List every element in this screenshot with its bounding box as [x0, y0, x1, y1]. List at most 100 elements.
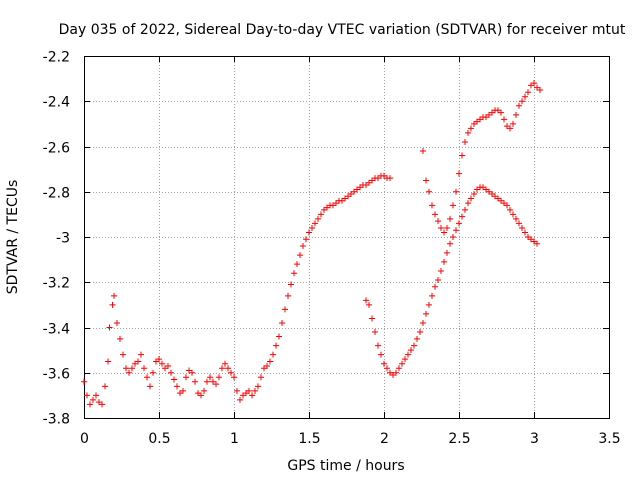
- data-point-track-1: [141, 365, 147, 372]
- data-point-track-3: [447, 215, 453, 222]
- data-point-track-3: [513, 111, 519, 118]
- data-point-track-1: [156, 356, 162, 363]
- data-point-track-2: [414, 335, 420, 342]
- data-point-track-1: [279, 319, 285, 326]
- data-point-track-1: [276, 333, 282, 340]
- data-point-track-1: [267, 358, 273, 365]
- data-point-track-1: [288, 281, 294, 288]
- data-point-track-2: [393, 369, 399, 376]
- data-point-track-1: [297, 252, 303, 259]
- data-point-track-2: [408, 347, 414, 354]
- data-point-track-3: [531, 80, 537, 87]
- data-point-track-1: [111, 292, 117, 299]
- data-point-track-1: [105, 358, 111, 365]
- data-point-track-1: [159, 360, 165, 367]
- data-point-track-3: [462, 138, 468, 145]
- y-tick-label: -3.6: [43, 367, 70, 383]
- data-point-track-2: [438, 267, 444, 274]
- data-point-track-1: [84, 392, 90, 399]
- data-point-track-2: [423, 310, 429, 317]
- data-point-track-1: [285, 292, 291, 299]
- data-point-track-3: [537, 86, 543, 93]
- data-point-track-1: [150, 369, 156, 376]
- data-point-track-3: [426, 188, 432, 195]
- data-point-track-2: [456, 220, 462, 227]
- x-tick-label: 1.5: [298, 431, 320, 447]
- data-point-track-1: [201, 387, 207, 394]
- data-point-track-2: [435, 276, 441, 283]
- data-point-track-1: [258, 374, 264, 381]
- x-tick-label: 3: [530, 431, 539, 447]
- data-point-track-2: [417, 329, 423, 336]
- data-point-track-1: [114, 319, 120, 326]
- data-point-track-2: [513, 215, 519, 222]
- x-tick-label: 0: [80, 431, 89, 447]
- data-point-track-1: [204, 378, 210, 385]
- y-tick-label: -2.8: [43, 186, 70, 202]
- axis-ticks: 0 0.5 1 1.5 2 2.5 3 3.5 -3.8 -3.6 -3.4 -3.2 -3 -2.8 -2…: [43, 50, 621, 448]
- data-point-track-3: [420, 148, 426, 155]
- data-point-track-3: [450, 202, 456, 209]
- data-point-track-2: [375, 342, 381, 349]
- data-point-track-1: [282, 306, 288, 313]
- data-point-track-2: [453, 227, 459, 234]
- data-point-track-2: [426, 301, 432, 308]
- data-point-track-3: [432, 211, 438, 218]
- data-point-track-1: [249, 392, 255, 399]
- x-tick-label: 2.5: [448, 431, 470, 447]
- data-point-track-1: [93, 392, 99, 399]
- data-point-track-1: [87, 401, 93, 408]
- data-point-track-2: [504, 202, 510, 209]
- data-point-track-1: [126, 369, 132, 376]
- data-point-track-3: [459, 152, 465, 159]
- data-point-track-2: [507, 206, 513, 213]
- data-point-track-1: [198, 392, 204, 399]
- x-tick-label: 2: [380, 431, 389, 447]
- data-point-track-2: [420, 319, 426, 326]
- data-point-track-1: [81, 378, 87, 385]
- y-tick-label: -2.4: [43, 95, 70, 111]
- data-point-track-1: [315, 215, 321, 222]
- data-point-track-2: [402, 356, 408, 363]
- data-point-track-2: [462, 206, 468, 213]
- data-point-track-2: [378, 351, 384, 358]
- data-point-track-3: [507, 125, 513, 132]
- data-point-track-2: [411, 342, 417, 349]
- data-point-track-2: [534, 240, 540, 247]
- data-point-track-1: [213, 381, 219, 388]
- y-tick-label: -3.2: [43, 276, 70, 292]
- data-point-track-1: [273, 342, 279, 349]
- data-point-track-1: [99, 401, 105, 408]
- data-point-track-2: [429, 292, 435, 299]
- data-point-track-3: [516, 102, 522, 109]
- data-point-track-2: [444, 249, 450, 256]
- data-point-track-3: [435, 218, 441, 225]
- data-point-track-2: [381, 360, 387, 367]
- data-point-track-1: [291, 270, 297, 277]
- data-point-track-1: [312, 220, 318, 227]
- data-point-track-1: [255, 383, 261, 390]
- data-point-track-1: [222, 360, 228, 367]
- data-point-track-1: [165, 362, 171, 369]
- data-point-track-2: [369, 315, 375, 322]
- chart-title: Day 035 of 2022, Sidereal Day-to-day VTE…: [59, 22, 626, 38]
- data-point-track-1: [174, 383, 180, 390]
- data-point-track-2: [450, 234, 456, 240]
- data-point-track-1: [264, 362, 270, 369]
- data-point-track-3: [423, 177, 429, 184]
- data-point-track-1: [225, 365, 231, 372]
- data-point-track-3: [519, 98, 525, 105]
- data-point-track-3: [441, 229, 447, 236]
- data-point-track-1: [123, 365, 129, 372]
- x-tick-label: 1: [230, 431, 239, 447]
- data-point-track-3: [465, 129, 471, 136]
- data-point-track-1: [237, 396, 243, 403]
- data-point-track-1: [102, 383, 108, 390]
- y-tick-label: -3.8: [43, 412, 70, 428]
- y-tick-label: -2.2: [43, 50, 70, 66]
- data-point-track-2: [516, 220, 522, 227]
- data-point-track-1: [294, 261, 300, 268]
- data-point-track-2: [441, 258, 447, 265]
- data-points: [81, 80, 543, 408]
- data-point-track-1: [270, 351, 276, 358]
